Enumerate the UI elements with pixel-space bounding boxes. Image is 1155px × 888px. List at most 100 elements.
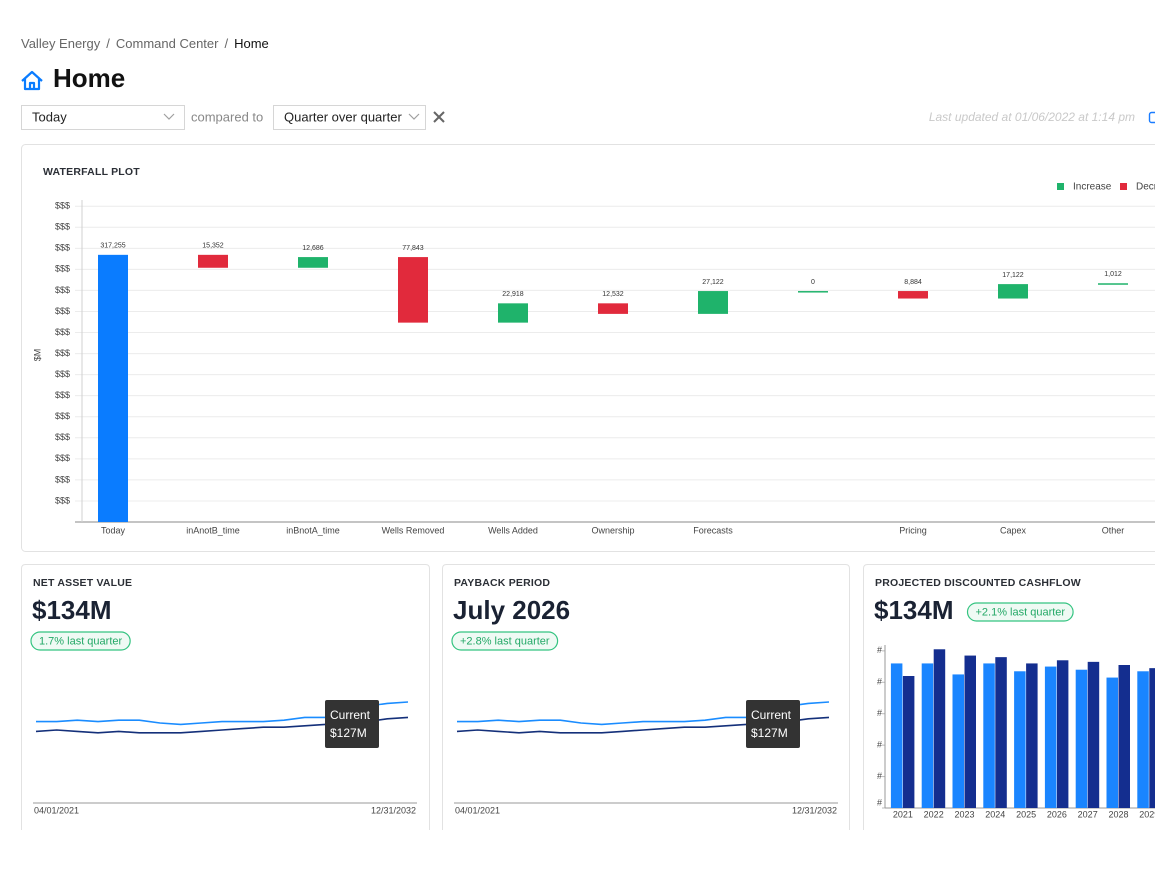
y-tick-label: $$$ [55, 390, 70, 400]
y-tick-label: $$$ [55, 306, 70, 316]
bar [983, 663, 995, 808]
y-tick-label: $$$ [55, 201, 70, 211]
page-title: Home [53, 63, 125, 93]
waterfall-bar [398, 257, 428, 323]
bar [1026, 663, 1038, 808]
refresh-checkbox[interactable] [1148, 111, 1155, 124]
bar [1044, 666, 1057, 808]
value-label: 17,122 [1002, 272, 1024, 279]
bar [952, 674, 964, 808]
x-tick-label: 2021 [893, 809, 913, 819]
y-tick-label: $$$ [55, 495, 70, 505]
y-tick-label: # [877, 708, 882, 718]
tooltip-text: Current [330, 708, 371, 722]
comparison-select[interactable]: Quarter over quarter [273, 105, 426, 130]
y-tick-label: $$$ [55, 348, 70, 358]
x-tick-label: 2024 [985, 809, 1005, 819]
tooltip-text: $127M [751, 726, 788, 740]
breadcrumb-link[interactable]: Command Center [116, 36, 219, 51]
x-tick-label: inBnotA_time [286, 525, 340, 535]
x-tick-label: Capex [1000, 525, 1027, 535]
value-label: 8,884 [904, 279, 922, 286]
y-tick-label: # [877, 677, 882, 687]
breadcrumb: Valley Energy / Command Center / Home [21, 36, 269, 51]
card [21, 564, 430, 830]
chart-title: WATERFALL PLOT [43, 166, 140, 178]
waterfall-bar [98, 254, 128, 522]
bar [1118, 665, 1130, 808]
waterfall-bar [798, 291, 828, 293]
waterfall-bar [598, 303, 628, 314]
y-tick-label: $$$ [55, 243, 70, 253]
waterfall-bar [898, 291, 928, 299]
y-tick-label: # [877, 645, 882, 655]
change-badge [30, 631, 131, 651]
waterfall-bar [298, 257, 328, 268]
legend-swatch [1057, 183, 1064, 190]
value-label: 27,122 [702, 279, 724, 286]
select-value[interactable]: Today [32, 109, 67, 124]
bar [933, 649, 946, 808]
home-icon [21, 70, 43, 91]
headline: $134M [32, 595, 112, 625]
tooltip-text: Current [751, 708, 792, 722]
card-title: PAYBACK PERIOD [454, 577, 550, 589]
bar [1056, 660, 1069, 808]
bar [902, 676, 915, 808]
last-updated: Last updated at 01/06/2022 at 1:14 pm [929, 110, 1135, 124]
bar [1106, 677, 1118, 808]
x-tick-label: 04/01/2021 [455, 805, 500, 815]
x-tick-label: 12/31/2032 [792, 805, 837, 815]
y-tick-label: # [877, 771, 882, 781]
y-tick-label: $$$ [55, 432, 70, 442]
x-tick-label: 2022 [924, 809, 944, 819]
chevron[interactable] [408, 113, 420, 120]
clear-icon[interactable] [433, 111, 445, 123]
breadcrumb-separator: / [224, 36, 228, 51]
tooltip [746, 700, 800, 748]
bar [1075, 669, 1088, 808]
x-tick-label: 04/01/2021 [34, 805, 79, 815]
change-badge-text: +2.8% last quarter [460, 635, 550, 647]
bar [1014, 671, 1026, 808]
y-tick-label: $$$ [55, 327, 70, 337]
card-title: NET ASSET VALUE [33, 577, 132, 589]
y-tick-label: $$$ [55, 264, 70, 274]
y-tick-label: $$$ [55, 453, 70, 463]
y-tick-label: $$$ [55, 411, 70, 421]
legend-label: Decrease [1136, 182, 1155, 193]
x-tick-label: Today [101, 525, 126, 535]
x-tick-label: Wells Removed [382, 525, 445, 535]
y-tick-label: $$$ [55, 222, 70, 232]
period-select[interactable]: Today [21, 105, 185, 130]
waterfall-card [21, 144, 1155, 552]
bar [995, 657, 1007, 808]
change-badge-text: 1.7% last quarter [39, 635, 122, 647]
breadcrumb-current: Home [234, 36, 269, 51]
x-tick-label: 2027 [1078, 809, 1098, 819]
breadcrumb-link[interactable]: Valley Energy [21, 36, 101, 51]
bar [921, 663, 934, 808]
breadcrumb-separator: / [106, 36, 110, 51]
value-label: 15,352 [202, 243, 224, 250]
value-label: 77,843 [402, 245, 424, 252]
x-tick-label: Wells Added [488, 525, 538, 535]
select-box[interactable] [21, 105, 185, 130]
y-tick-label: $$$ [55, 369, 70, 379]
chevron[interactable] [163, 113, 175, 120]
change-badge-text: +2.1% last quarter [976, 606, 1066, 618]
tooltip [325, 700, 379, 748]
y-axis-label: $M [32, 349, 42, 362]
bar [1137, 671, 1149, 808]
legend-label: Increase [1073, 182, 1112, 193]
x-tick-label: 2026 [1047, 809, 1067, 819]
select-box[interactable] [273, 105, 426, 130]
select-value[interactable]: Quarter over quarter [284, 109, 402, 124]
clear-button[interactable] [433, 111, 445, 123]
x-tick-label: 2029 [1139, 809, 1155, 819]
headline: July 2026 [453, 595, 570, 625]
waterfall-bar [998, 284, 1028, 299]
value-label: 317,255 [100, 243, 125, 250]
